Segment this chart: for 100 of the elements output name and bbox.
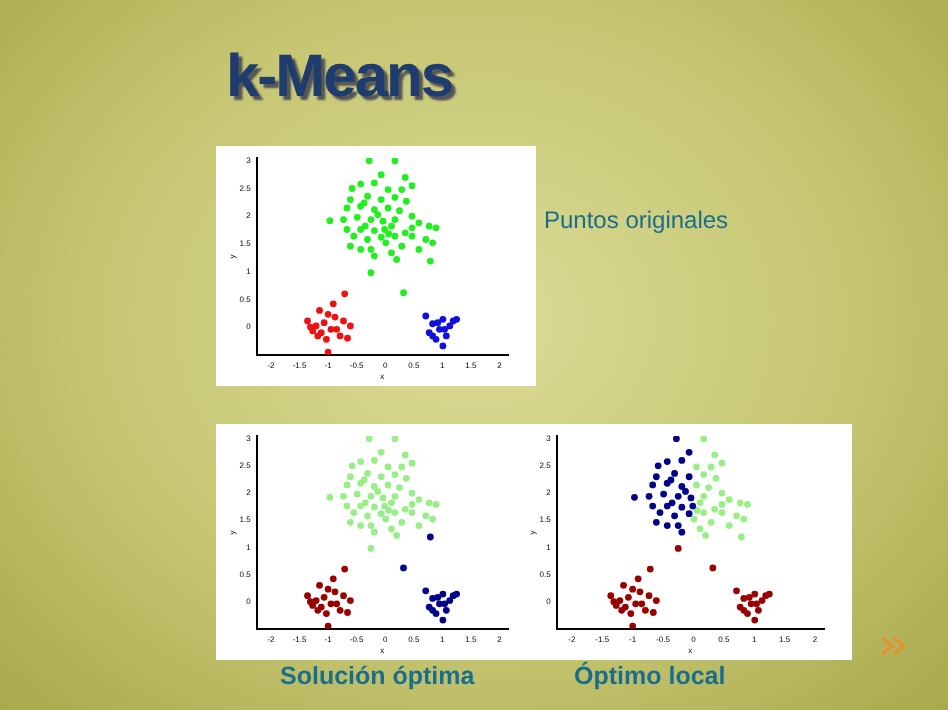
point [346, 518, 354, 526]
point [682, 488, 689, 495]
point [700, 492, 708, 500]
point [340, 317, 347, 325]
point [408, 224, 416, 232]
point [336, 606, 344, 614]
point [408, 489, 416, 497]
point [753, 600, 760, 608]
point [320, 319, 328, 327]
point [367, 522, 375, 530]
point [364, 192, 371, 200]
point [671, 512, 678, 520]
point [702, 531, 709, 539]
point [365, 436, 373, 443]
point [367, 216, 375, 223]
point [353, 213, 361, 221]
point [350, 509, 358, 516]
point [370, 483, 378, 490]
point [396, 484, 403, 491]
point [649, 481, 657, 489]
point [388, 525, 395, 533]
point [370, 206, 378, 213]
point [415, 496, 423, 503]
point [346, 196, 354, 203]
point [629, 585, 637, 593]
point [331, 588, 339, 596]
point [740, 594, 748, 602]
point [331, 313, 339, 321]
point [357, 226, 365, 233]
point [660, 490, 668, 498]
point [638, 600, 646, 608]
point [340, 216, 347, 223]
point [693, 507, 701, 514]
point [408, 182, 416, 190]
point [379, 494, 387, 502]
point [333, 325, 341, 333]
point [718, 501, 726, 508]
point [725, 522, 733, 530]
point [693, 463, 700, 471]
point [685, 510, 693, 518]
point [408, 509, 416, 516]
point [336, 332, 344, 340]
point [364, 470, 371, 477]
point [377, 171, 385, 179]
point [391, 216, 399, 223]
point [377, 473, 385, 481]
point [327, 325, 335, 333]
text: Puntos originales [544, 206, 729, 234]
point [696, 499, 704, 507]
point [343, 226, 351, 233]
point [370, 227, 378, 235]
point [654, 462, 662, 470]
point [320, 593, 328, 601]
point [690, 515, 698, 523]
point [432, 501, 440, 508]
point [388, 249, 395, 257]
point [367, 545, 375, 552]
point [700, 509, 708, 516]
point [711, 505, 719, 513]
point [401, 451, 409, 459]
point [391, 509, 399, 516]
point [663, 522, 671, 530]
point [442, 332, 450, 340]
point [377, 196, 385, 203]
point [707, 463, 715, 471]
point [744, 501, 751, 508]
point [758, 597, 766, 604]
point [674, 492, 682, 500]
point [384, 186, 392, 193]
point [439, 616, 447, 624]
point [678, 503, 686, 511]
point [357, 458, 365, 465]
point [367, 246, 375, 253]
point [700, 471, 708, 478]
point [401, 174, 409, 181]
point [607, 592, 615, 600]
point [642, 606, 649, 614]
point [391, 436, 399, 443]
point [346, 597, 354, 604]
point [649, 502, 657, 510]
point [725, 496, 733, 503]
point [718, 489, 726, 497]
point [361, 222, 369, 230]
point [388, 222, 395, 230]
point [439, 315, 447, 323]
point [740, 515, 748, 523]
point [381, 226, 389, 233]
point [432, 224, 440, 232]
point [408, 501, 416, 508]
point [663, 458, 671, 465]
point [736, 499, 744, 507]
point [656, 509, 664, 516]
point [357, 180, 365, 188]
point [350, 232, 358, 240]
point [367, 269, 375, 277]
point [718, 509, 726, 516]
point [687, 494, 695, 502]
point [396, 207, 403, 215]
point [381, 502, 389, 510]
point [422, 512, 430, 520]
